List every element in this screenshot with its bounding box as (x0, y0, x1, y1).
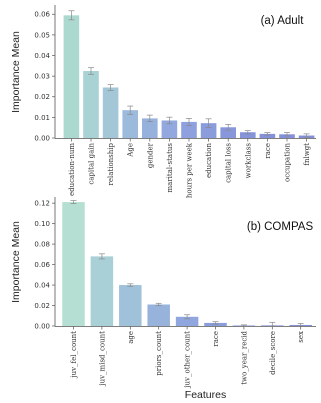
bar (122, 110, 138, 138)
bar (200, 123, 217, 138)
x-tick-label: education (205, 143, 213, 178)
bar (62, 202, 85, 326)
bar (63, 15, 80, 139)
bar (90, 256, 114, 326)
bar (220, 127, 236, 138)
x-tick-label: capital loss (225, 143, 233, 183)
y-tick-label: 0.05 (34, 31, 50, 39)
bar (259, 133, 276, 138)
y-tick-label: 0.04 (34, 281, 50, 289)
panel-adult: 0.00 0.01 0.02 0.03 0.04 0.05 0.06 Importance M… (10, 5, 316, 198)
y-axis-label: Importance Mean (10, 31, 22, 113)
x-tick-label: education-num (68, 143, 76, 196)
bar (142, 118, 158, 138)
bar (83, 70, 99, 138)
y-tick-label: 0.02 (34, 302, 50, 310)
bar (175, 316, 199, 326)
y-tick-label: 0.00 (34, 322, 50, 330)
x-tick-label: juv_other_count (184, 331, 192, 389)
y-tick-label: 0.08 (34, 240, 50, 248)
y-tick-label: 0.12 (34, 200, 50, 208)
bar (147, 304, 170, 326)
bar (161, 120, 178, 138)
y-tick-label: 0.00 (34, 134, 50, 142)
y-tick-label: 0.03 (34, 73, 50, 81)
bar (102, 87, 119, 138)
x-tick-label: workclass (244, 143, 252, 179)
x-tick-label: marital-status (166, 143, 174, 193)
x-tick-label: decile_score (269, 331, 277, 375)
x-tick-label: hours per week (186, 142, 194, 198)
x-tick-label: race (264, 143, 272, 159)
x-tick-label: two_year_recid (240, 330, 248, 384)
x-tick-label: fnlwgt (303, 143, 311, 166)
x-tick-label: priors_count (155, 331, 163, 376)
y-tick-label: 0.01 (34, 114, 50, 122)
x-axis-label: Features (185, 389, 226, 401)
y-tick-label: 0.06 (34, 261, 50, 269)
x-tick-label: race (212, 331, 220, 347)
x-tick-label: gender (146, 142, 154, 168)
y-tick-label: 0.10 (34, 220, 50, 228)
x-tick-label: Age (127, 143, 135, 158)
x-tick-label: age (127, 331, 135, 344)
y-axis-label: Importance Mean (10, 221, 22, 303)
x-tick-label: juv_fel_count (70, 331, 78, 379)
x-tick-label: juv_misd_count (98, 331, 106, 387)
x-tick-label: occupation (284, 143, 292, 182)
y-tick-label: 0.02 (34, 93, 50, 101)
x-tick-label: sex (297, 331, 305, 343)
x-tick-label: capital gain (88, 143, 96, 185)
panel-title: (b) COMPAS (247, 221, 314, 233)
bar (181, 121, 197, 138)
bar (240, 132, 256, 138)
bar (119, 285, 142, 326)
x-tick-label: relationship (107, 142, 115, 185)
y-tick-label: 0.04 (34, 52, 50, 60)
panel-compas: 0.00 0.02 0.04 0.06 0.08 0.10 0.12 Importance M… (10, 197, 316, 401)
panel-title: (a) Adult (261, 15, 305, 27)
y-tick-label: 0.06 (34, 11, 50, 19)
